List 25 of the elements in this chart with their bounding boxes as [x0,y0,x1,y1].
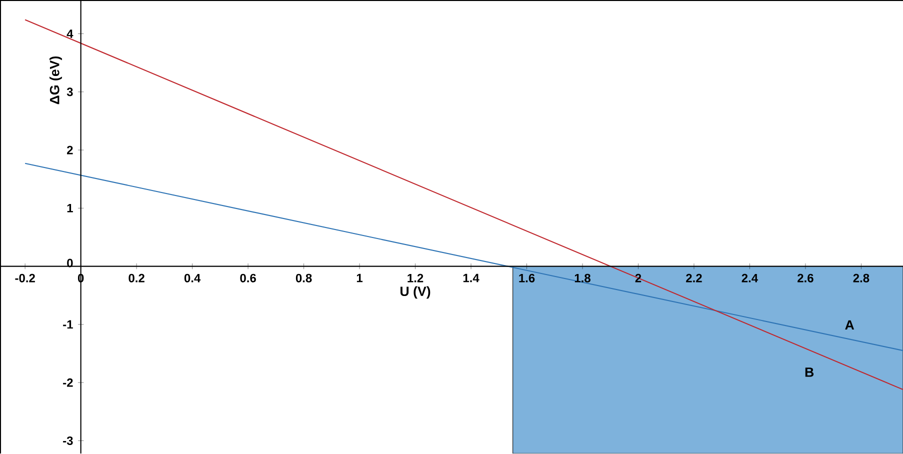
x-tick-label: 0.4 [184,274,201,283]
x-tick-label: 2.2 [686,274,702,282]
series-label: B [805,368,814,378]
x-axis-title: U (V) [400,286,430,299]
y-tick-label: 1 [67,204,73,213]
y-tick-label: 2 [67,146,73,154]
x-tick-label: -0.2 [15,274,35,283]
x-tick-label: 0.2 [128,274,144,283]
x-tick-label: 2.6 [798,274,814,283]
y-tick-label: 4 [66,30,74,38]
x-tick-label: 1.4 [463,274,480,282]
x-tick-label: 2.8 [853,274,870,283]
x-tick-label: 1 [356,274,363,282]
x-tick-label: 2.4 [742,274,758,282]
y-tick-label: -3 [63,436,73,446]
x-tick-label: 1.2 [408,274,424,282]
y-axis-title: ΔG (eV) [50,56,62,104]
series-label: A [845,320,854,330]
y-tick-label: -2 [63,378,73,388]
x-tick-label: 0.8 [296,274,312,283]
x-tick-label: 1.6 [519,274,535,283]
y-tick-label: 3 [66,88,73,96]
x-tick-label: 1.8 [574,274,590,283]
y-tick-label: -1 [63,320,73,329]
x-tick-label: 0.6 [240,274,256,283]
